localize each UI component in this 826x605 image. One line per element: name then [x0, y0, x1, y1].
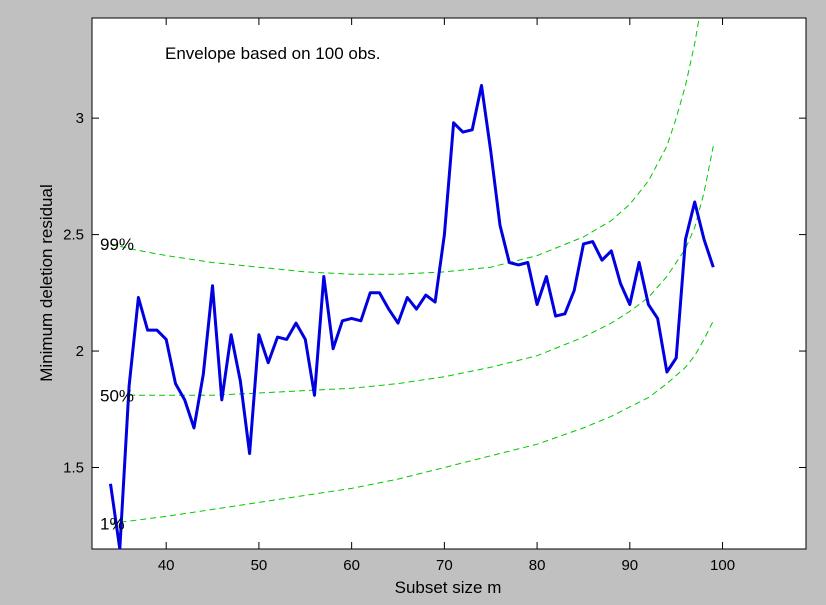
envelope-line-50%: [129, 146, 714, 396]
y-tick-label: 1.5: [63, 459, 84, 476]
envelope-label-1%: 1%: [100, 514, 125, 533]
residual-series: [109, 84, 715, 549]
chart-annotation: Envelope based on 100 obs.: [165, 44, 381, 63]
x-tick-label: 70: [436, 557, 453, 574]
y-axis: 1.5 2 2.5 3: [63, 110, 806, 476]
y-tick-label: 2: [76, 343, 84, 360]
x-tick-label: 50: [251, 557, 268, 574]
x-tick-label: 40: [158, 557, 175, 574]
y-tick-label: 2.5: [63, 227, 84, 244]
x-tick-label: 100: [710, 557, 735, 574]
envelope-lines: [110, 18, 714, 524]
envelope-labels: 99% 50% 1%: [100, 235, 134, 533]
x-tick-label: 90: [621, 557, 638, 574]
envelope-label-99%: 99%: [100, 235, 134, 254]
x-axis: 40 50 60 70 80 90 100: [158, 18, 735, 574]
envelope-line-99%: [110, 18, 700, 275]
y-tick-label: 3: [76, 110, 84, 127]
envelope-line-1%: [110, 320, 714, 524]
envelope-label-50%: 50%: [100, 386, 134, 405]
plot-area: [91, 17, 807, 550]
residual-line: [109, 84, 715, 549]
y-axis-label: Minimum deletion residual: [37, 184, 56, 381]
x-tick-label: 60: [343, 557, 360, 574]
x-axis-label: Subset size m: [395, 578, 502, 597]
x-tick-label: 80: [529, 557, 546, 574]
